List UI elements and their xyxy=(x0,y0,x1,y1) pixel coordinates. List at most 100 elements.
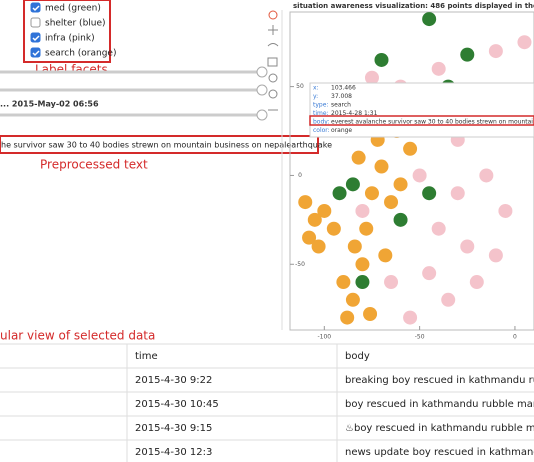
point xyxy=(469,275,484,290)
point xyxy=(384,195,399,210)
x-tick-label: 0 xyxy=(513,334,517,341)
point xyxy=(479,168,494,183)
point xyxy=(403,310,418,325)
point xyxy=(364,70,379,85)
text-box xyxy=(0,135,319,154)
tool-icon[interactable] xyxy=(267,43,279,47)
x-tick-label: -100 xyxy=(318,334,332,341)
point xyxy=(412,168,427,183)
tooltip-key: type: xyxy=(313,102,328,109)
point xyxy=(393,212,408,227)
point xyxy=(345,292,360,307)
point xyxy=(422,12,437,27)
point xyxy=(517,35,532,50)
point xyxy=(450,186,465,201)
point xyxy=(311,239,326,254)
table xyxy=(0,344,534,462)
facet-annotation: Label facets xyxy=(35,63,108,77)
cell: ♨boy rescued in kathmandu rubble many xyxy=(345,423,534,434)
tool-icon[interactable] xyxy=(267,57,278,67)
facet-label: med (green) xyxy=(45,4,101,14)
checkbox[interactable] xyxy=(30,17,41,28)
point xyxy=(347,239,362,254)
point xyxy=(363,307,378,322)
cell: boy rescued in kathmandu rubble many v xyxy=(345,399,534,410)
point xyxy=(355,257,370,272)
point xyxy=(374,159,389,174)
point xyxy=(317,203,332,218)
tool-icon[interactable] xyxy=(268,73,278,83)
check xyxy=(32,50,40,57)
text-annotation: Preprocessed text xyxy=(40,158,148,172)
point xyxy=(488,248,503,263)
toolbar xyxy=(267,10,279,111)
x-tick-label: -50 xyxy=(415,334,425,341)
cell: 2015-4-30 9:22 xyxy=(135,375,212,386)
tooltip-value: 103.466 xyxy=(331,85,356,92)
point xyxy=(441,292,456,307)
chart-title: situation awareness visualization: 486 p… xyxy=(293,2,534,10)
point xyxy=(298,195,313,210)
tooltip-highlight xyxy=(309,115,534,126)
point xyxy=(393,177,408,192)
point xyxy=(326,221,341,236)
point xyxy=(460,47,475,62)
cell: 2015-4-30 12:3 xyxy=(135,447,212,458)
point xyxy=(488,44,503,59)
column-header: time xyxy=(135,351,158,362)
tooltip-value: everest avalanche survivor saw 30 to 40 … xyxy=(331,119,534,126)
y-tick-label: 50 xyxy=(296,83,304,90)
cell: 2015-4-30 10:45 xyxy=(135,399,219,410)
point xyxy=(378,248,393,263)
point xyxy=(431,221,446,236)
point xyxy=(498,203,513,218)
point xyxy=(422,186,437,201)
checkbox[interactable] xyxy=(30,2,41,13)
facet-label: shelter (blue) xyxy=(45,19,106,29)
point xyxy=(364,186,379,201)
date-range: ... 2015-May-02 06:56 xyxy=(0,100,99,109)
cell: 2015-4-30 9:15 xyxy=(135,423,212,434)
point xyxy=(332,186,347,201)
facet-label: infra (pink) xyxy=(45,34,95,44)
plot-frame xyxy=(289,11,534,331)
point xyxy=(336,275,351,290)
tooltip-value: 37.008 xyxy=(331,93,352,100)
point xyxy=(460,239,475,254)
point xyxy=(359,221,374,236)
point xyxy=(431,61,446,76)
point xyxy=(422,266,437,281)
point xyxy=(345,177,360,192)
selected-text: he survivor saw 30 to 40 bodies strewn o… xyxy=(1,141,332,150)
tool-icon[interactable] xyxy=(268,89,278,99)
point xyxy=(355,275,370,290)
point xyxy=(355,203,370,218)
checkbox[interactable] xyxy=(30,32,41,43)
point xyxy=(307,212,322,227)
facet-label: search (orange) xyxy=(45,49,116,59)
point xyxy=(351,150,366,165)
point xyxy=(302,230,317,245)
tooltip-value: 2015-4-28 1:31 xyxy=(331,110,378,117)
cell: news update boy rescued in kathmandu rub… xyxy=(345,447,534,458)
checkbox[interactable] xyxy=(30,47,41,58)
point xyxy=(374,52,389,67)
tooltip-value: orange xyxy=(331,127,352,134)
tooltip-value: search xyxy=(331,102,351,109)
slider-handle[interactable] xyxy=(256,84,268,96)
tooltip-key: time: xyxy=(313,110,329,117)
tool-icon[interactable] xyxy=(268,25,278,35)
check xyxy=(32,5,40,12)
table-annotation: ular view of selected data xyxy=(0,329,155,343)
tooltip-key: x: xyxy=(313,85,319,92)
cell: breaking boy rescued in kathmandu rubble… xyxy=(345,375,534,386)
point xyxy=(384,275,399,290)
tooltip-key: body: xyxy=(313,119,329,126)
facet-box xyxy=(23,0,111,63)
tool-icon[interactable] xyxy=(268,10,278,20)
slider-handle[interactable] xyxy=(256,66,268,78)
y-tick-label: -50 xyxy=(295,261,305,268)
slider-handle[interactable] xyxy=(256,109,268,121)
check xyxy=(32,35,40,42)
